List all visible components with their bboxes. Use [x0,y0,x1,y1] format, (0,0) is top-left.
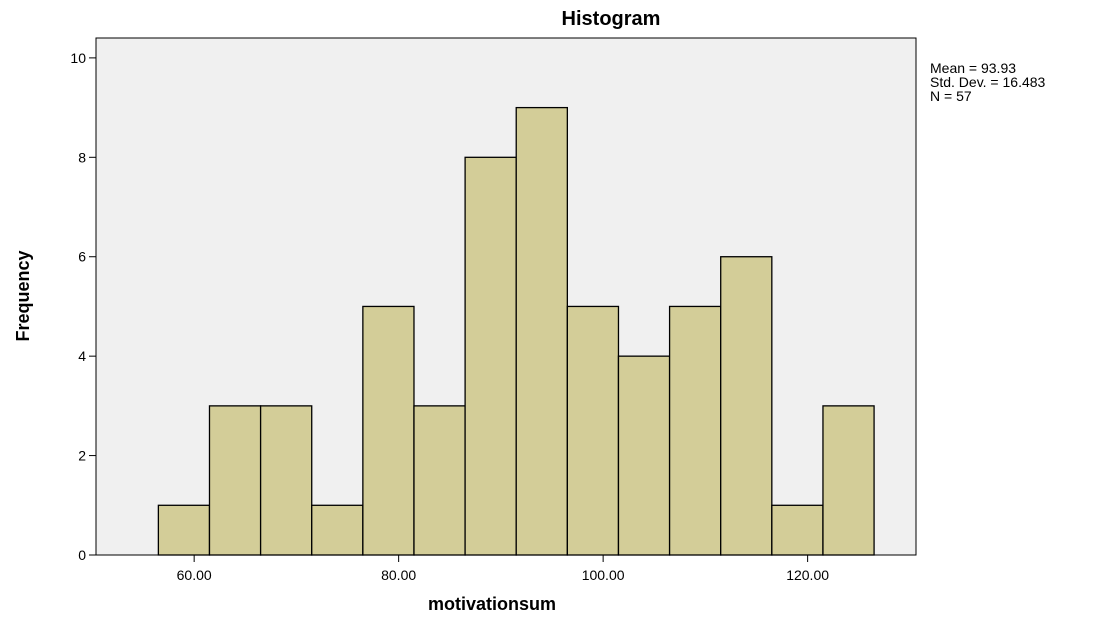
histogram-bar [157,504,211,556]
stat-n: N = 57 [930,88,972,104]
histogram-bar [566,305,620,556]
chart-title: Histogram [562,8,661,30]
x-ticks: 60.00 80.00 100.00 120.00 [177,555,829,583]
histogram-bar [413,405,466,556]
stat-std-dev: Std. Dev. = 16.483 [930,74,1046,90]
y-tick-label: 8 [78,149,86,165]
histogram-bar [515,106,568,556]
x-tick-label: 120.00 [786,567,829,583]
y-axis-title: Frequency [13,250,33,341]
y-tick-label: 4 [78,348,86,364]
histogram-bar [822,405,875,556]
y-ticks: 0 2 4 6 8 10 [70,50,96,563]
x-tick-label: 60.00 [177,567,212,583]
x-tick-label: 100.00 [582,567,625,583]
bars-layer [157,106,875,556]
histogram-bar [464,156,517,556]
axes-layer [95,38,916,556]
y-tick-label: 0 [78,547,86,563]
stats-box: Mean = 93.93 Std. Dev. = 16.483 N = 57 [930,60,1046,104]
x-tick-label: 80.00 [381,567,416,583]
y-tick-label: 2 [78,448,86,464]
y-tick-label: 6 [78,249,86,265]
histogram-bar [617,355,671,556]
histogram-bar [259,405,313,556]
y-tick-label: 10 [70,50,86,66]
histogram-bar [771,504,824,556]
x-axis-title: motivationsum [428,594,556,614]
histogram-bar [720,256,773,556]
stat-mean: Mean = 93.93 [930,60,1016,76]
histogram-bar [311,504,364,556]
histogram-bar [668,305,722,556]
histogram-bar [362,305,415,556]
histogram-bar [208,405,262,556]
